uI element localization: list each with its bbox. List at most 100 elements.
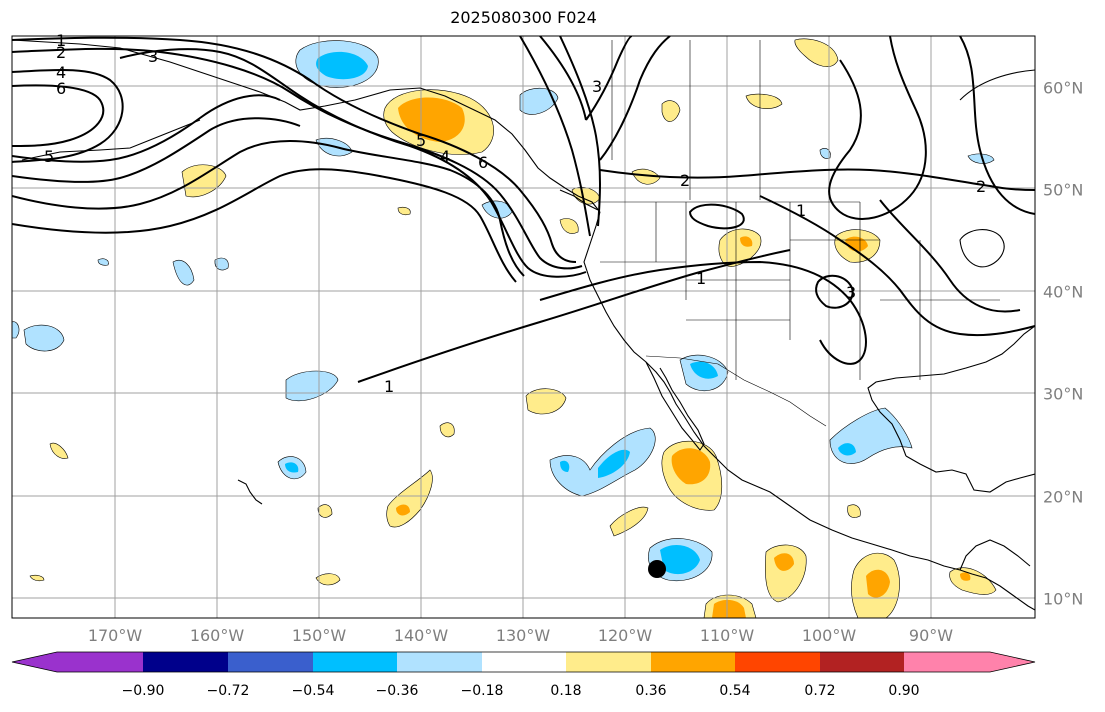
colorbar-bin-4 — [313, 652, 397, 672]
colorbar-bin-3 — [228, 652, 313, 672]
contour-1a — [12, 36, 577, 263]
coast-gulf-mexico — [867, 325, 1035, 457]
colorbar-tick-label: 0.18 — [550, 683, 582, 699]
latitude-label: 40°N — [1043, 282, 1084, 302]
border-us-mexico — [645, 355, 827, 427]
contour-label: 4 — [56, 63, 66, 82]
colorbar-tick-label: −0.72 — [206, 683, 250, 699]
contour-label: 1 — [796, 201, 806, 220]
shade-pos-6 — [631, 168, 661, 185]
latitude-label: 30°N — [1043, 384, 1084, 404]
shade-pos-1b — [398, 97, 465, 142]
coast-aleutians — [21, 119, 201, 161]
shade-pos-4 — [661, 100, 681, 122]
graticule — [12, 36, 1035, 618]
contour-label: 2 — [56, 43, 66, 62]
contour-1d — [759, 195, 1035, 337]
shade-pos-14 — [49, 442, 69, 459]
shade-neg-2 — [519, 87, 559, 115]
longitude-label: 150°W — [291, 626, 347, 645]
contour-label: 6 — [478, 153, 488, 172]
shade-neg-13b — [690, 361, 718, 379]
contour-6b — [12, 168, 517, 283]
shade-neg-16 — [967, 153, 995, 164]
shade-pos-16b — [396, 504, 410, 516]
colorbar-tick-label: 0.54 — [719, 683, 751, 699]
shade-pos-22b — [960, 572, 971, 581]
shade-neg-9 — [12, 321, 20, 339]
contour-5a — [12, 94, 281, 163]
shade-pos-18 — [609, 506, 649, 537]
contour-trough-2 — [559, 36, 601, 227]
contour-label: 3 — [148, 47, 158, 66]
shade-pos-3 — [794, 38, 839, 67]
shade-neg-1b — [316, 51, 368, 80]
map-frame — [11, 35, 1036, 619]
contour-3d — [599, 36, 671, 161]
longitude-label: 130°W — [495, 626, 551, 645]
colorbar-bin-2 — [143, 652, 228, 672]
colorbar-tick-label: 0.72 — [804, 683, 836, 699]
shade-neg-11b — [285, 462, 299, 473]
shade-pos-24 — [315, 573, 341, 586]
shade-neg-6 — [214, 257, 229, 271]
contour-label: 1 — [384, 377, 394, 396]
coast-alaska-canada — [12, 39, 601, 213]
contour-5b — [12, 117, 301, 183]
contour-labels: 1 2 3 4 6 5 5 4 6 3 2 2 1 1 3 1 — [44, 31, 986, 396]
contour-east-1 — [879, 199, 1021, 313]
longitude-label: 90°W — [908, 626, 954, 645]
contour-trough-1 — [519, 36, 591, 237]
contour-label: 5 — [44, 147, 54, 166]
longitude-label: 120°W — [597, 626, 653, 645]
colorbar-bin-10 — [820, 652, 904, 672]
coast-great-lakes — [959, 229, 1005, 268]
colorbar-bin-9 — [735, 652, 820, 672]
latitude-label: 60°N — [1043, 78, 1084, 98]
shade-neg-14b — [838, 443, 856, 456]
shade-pos-25 — [29, 574, 45, 582]
position-marker — [648, 560, 666, 578]
colorbar-tick-label: −0.36 — [375, 683, 419, 699]
shade-pos-12 — [525, 388, 567, 415]
colorbar-bin-6 — [482, 652, 566, 672]
contour-3c — [585, 36, 633, 121]
colorbar-tick-label: 0.90 — [888, 683, 920, 699]
longitude-label: 100°W — [801, 626, 857, 645]
longitude-label: 160°W — [189, 626, 245, 645]
contour-2c — [599, 168, 1035, 191]
contour-label: 4 — [440, 147, 450, 166]
coast-central-america — [959, 539, 1031, 571]
contour-4b — [12, 140, 525, 277]
contour-label: 3 — [592, 77, 602, 96]
shade-pos-17 — [317, 504, 333, 518]
contour-3b — [815, 274, 854, 309]
shade-pos-15b — [671, 448, 711, 485]
contour-label: 1 — [56, 31, 66, 50]
shade-pos-10b — [740, 236, 753, 247]
coast-baja — [645, 361, 705, 451]
coast-yucatan — [905, 455, 1035, 493]
contour-3a — [119, 48, 587, 278]
colorbar-tick-label: −0.54 — [291, 683, 335, 699]
colorbar-tick-label: −0.18 — [460, 683, 504, 699]
latitude-label: 10°N — [1043, 589, 1084, 609]
coastlines — [12, 39, 1035, 611]
shade-neg-12 — [549, 427, 656, 497]
shade-neg-7 — [97, 258, 109, 266]
contour-1c — [688, 203, 745, 230]
contour-2b — [539, 260, 867, 365]
shade-neg-8 — [23, 324, 65, 352]
latitude-label: 20°N — [1043, 487, 1084, 507]
colorbar-bin-7 — [566, 652, 651, 672]
shade-neg-15b — [660, 545, 700, 575]
shade-pos-10 — [718, 228, 762, 267]
colorbar-extend-max — [990, 652, 1035, 672]
colorbar-extend-min — [12, 652, 57, 672]
longitude-label: 140°W — [393, 626, 449, 645]
longitude-label: 170°W — [87, 626, 143, 645]
shade-pos-20b — [774, 553, 794, 571]
political-borders — [598, 40, 1000, 427]
island-hawaii — [237, 479, 263, 505]
